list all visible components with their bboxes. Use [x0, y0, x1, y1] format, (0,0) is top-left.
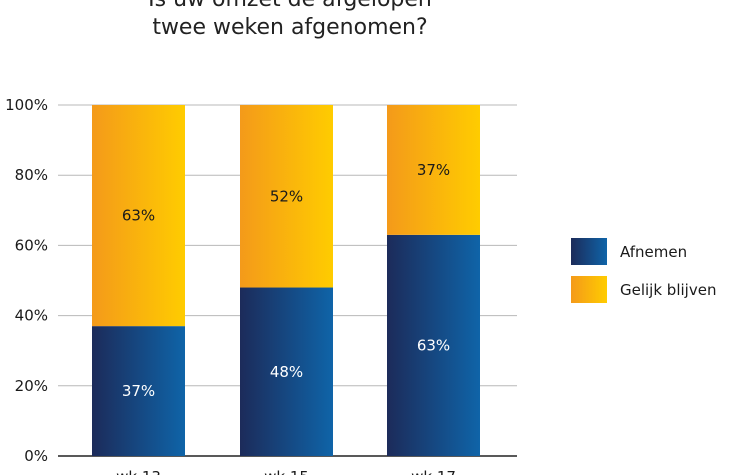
bar-segment — [387, 234, 480, 456]
data-label: 63% — [417, 336, 450, 354]
x-tick-label: wk 15 — [264, 468, 309, 475]
data-labels: 37% 63% 48% 52% 63% 37% — [122, 161, 450, 400]
y-tick-label: 100% — [5, 96, 48, 114]
legend-swatch — [571, 276, 607, 303]
bar-segment — [92, 105, 185, 327]
y-tick-label: 60% — [15, 236, 48, 254]
x-axis-ticks: wk 13 wk 15 wk 17 — [116, 468, 456, 475]
y-tick-label: 80% — [15, 166, 48, 184]
legend-label: Afnemen — [620, 243, 687, 261]
data-label: 37% — [417, 161, 450, 179]
chart-title-line-2: twee weken afgenomen? — [152, 15, 428, 40]
chart-title-line-1: Is uw omzet de afgelopen — [70, 0, 510, 14]
data-label: 52% — [270, 187, 303, 205]
legend-label: Gelijk blijven — [620, 281, 716, 299]
y-axis-ticks: 0% 20% 40% 60% 80% 100% — [5, 96, 48, 465]
y-tick-label: 40% — [15, 307, 48, 325]
data-label: 48% — [270, 363, 303, 381]
data-label: 63% — [122, 207, 155, 225]
bar-segment — [387, 105, 480, 235]
bar-segment — [240, 105, 333, 288]
x-tick-label: wk 17 — [411, 468, 456, 475]
y-tick-label: 0% — [24, 447, 48, 465]
data-label: 37% — [122, 382, 155, 400]
y-tick-label: 20% — [15, 377, 48, 395]
bar-segment — [240, 287, 333, 456]
legend: Afnemen Gelijk blijven — [571, 238, 716, 303]
bar-segment — [92, 326, 185, 456]
legend-swatch — [571, 238, 607, 265]
x-tick-label: wk 13 — [116, 468, 161, 475]
chart-title: Is uw omzet de afgelopen twee weken afge… — [70, 0, 510, 42]
bars — [92, 105, 480, 456]
